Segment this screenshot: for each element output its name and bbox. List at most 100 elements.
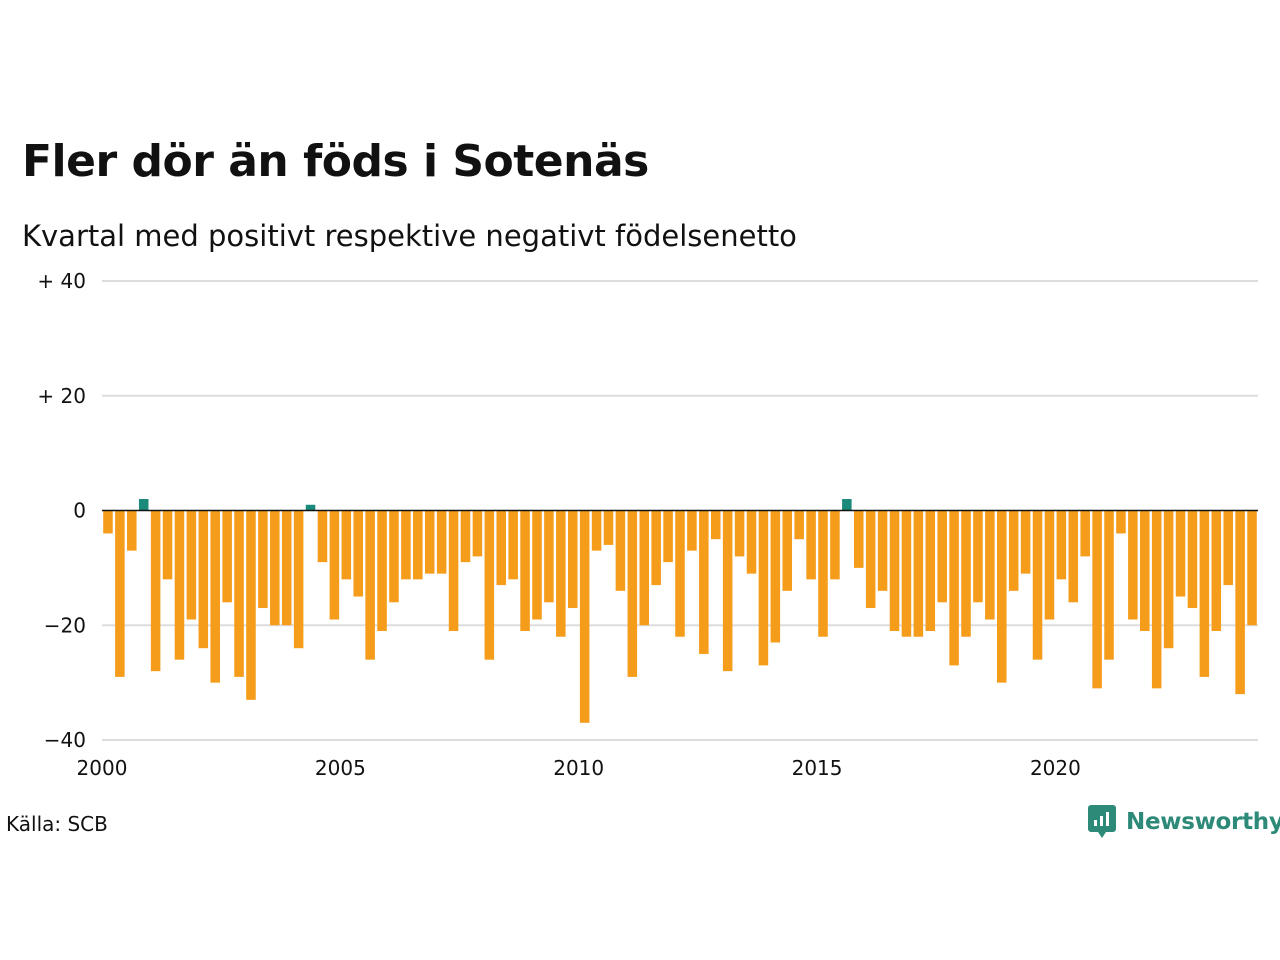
bar bbox=[484, 510, 495, 660]
bar bbox=[329, 510, 340, 620]
bar bbox=[115, 510, 125, 677]
bar bbox=[591, 510, 602, 551]
bar bbox=[770, 510, 781, 643]
brand-name: Newsworthy bbox=[1126, 809, 1280, 835]
bar bbox=[1223, 510, 1233, 586]
bar bbox=[103, 510, 113, 534]
bar bbox=[1175, 510, 1186, 597]
bar bbox=[567, 510, 578, 609]
bar bbox=[639, 510, 650, 626]
chart-subtitle: Kvartal med positivt respektive negativt… bbox=[22, 219, 797, 253]
bar bbox=[734, 510, 745, 557]
bar bbox=[997, 510, 1007, 683]
bar bbox=[222, 510, 232, 603]
bar bbox=[532, 510, 542, 620]
bar bbox=[520, 510, 530, 631]
chart-title: Fler dör än föds i Sotenäs bbox=[22, 136, 649, 187]
bar bbox=[508, 510, 518, 580]
bar bbox=[448, 510, 459, 631]
bar bbox=[496, 510, 506, 586]
bar bbox=[1068, 510, 1079, 603]
bar bbox=[174, 510, 185, 660]
bar bbox=[401, 510, 411, 580]
bar bbox=[246, 510, 256, 700]
x-tick-label: 2005 bbox=[315, 756, 366, 780]
bar bbox=[1211, 510, 1222, 631]
bar bbox=[1008, 510, 1019, 591]
bar bbox=[281, 510, 292, 626]
bar bbox=[973, 510, 983, 603]
bar bbox=[651, 510, 661, 586]
bar bbox=[162, 510, 173, 580]
y-tick-label: −20 bbox=[44, 613, 86, 637]
bar bbox=[901, 510, 912, 637]
bar bbox=[865, 510, 876, 609]
y-tick-label: + 40 bbox=[37, 269, 86, 293]
bar bbox=[1235, 510, 1245, 695]
bar bbox=[913, 510, 924, 637]
bar bbox=[937, 510, 947, 603]
bar bbox=[1104, 510, 1114, 660]
bar bbox=[389, 510, 399, 603]
bar bbox=[782, 510, 793, 591]
bar bbox=[722, 510, 733, 672]
bar bbox=[198, 510, 209, 649]
y-tick-label: −40 bbox=[44, 728, 86, 752]
bar bbox=[985, 510, 995, 620]
bar bbox=[949, 510, 959, 666]
bar bbox=[186, 510, 197, 620]
bar bbox=[413, 510, 423, 580]
bar bbox=[544, 510, 554, 603]
bar bbox=[794, 510, 804, 540]
bar bbox=[1247, 510, 1257, 626]
bar bbox=[138, 499, 149, 511]
bar bbox=[758, 510, 769, 666]
bar bbox=[1163, 510, 1174, 649]
bar bbox=[1080, 510, 1090, 557]
bar bbox=[127, 510, 137, 551]
x-tick-label: 2020 bbox=[1030, 756, 1081, 780]
bar bbox=[436, 510, 447, 574]
bar bbox=[460, 510, 471, 563]
bar bbox=[699, 510, 709, 654]
bar bbox=[210, 510, 220, 683]
bar bbox=[687, 510, 697, 551]
y-tick-label: 0 bbox=[73, 499, 86, 523]
bar bbox=[746, 510, 757, 574]
bar bbox=[293, 510, 304, 649]
bar bbox=[1140, 510, 1150, 631]
bar bbox=[234, 510, 244, 677]
bar bbox=[1116, 510, 1126, 534]
source-label: Källa: SCB bbox=[6, 812, 108, 836]
bars bbox=[103, 499, 1257, 723]
bar bbox=[317, 510, 328, 563]
bar bbox=[889, 510, 900, 631]
bar bbox=[341, 510, 352, 580]
bar bbox=[365, 510, 375, 660]
newsworthy-logo-icon bbox=[1088, 805, 1116, 838]
bar bbox=[603, 510, 614, 545]
bar bbox=[1128, 510, 1138, 620]
bar bbox=[424, 510, 435, 574]
bar bbox=[710, 510, 721, 540]
bar bbox=[305, 504, 316, 511]
y-tick-label: + 20 bbox=[37, 384, 86, 408]
bar bbox=[830, 510, 840, 580]
x-tick-label: 2000 bbox=[77, 756, 128, 780]
x-axis-ticks: 2000 2005 2010 2015 2020 bbox=[77, 756, 1081, 780]
bar bbox=[1020, 510, 1031, 574]
bar bbox=[353, 510, 363, 597]
bar bbox=[1032, 510, 1043, 660]
bar bbox=[1151, 510, 1162, 689]
bar bbox=[1187, 510, 1198, 609]
bar bbox=[258, 510, 268, 609]
bar bbox=[377, 510, 387, 631]
bar bbox=[675, 510, 685, 637]
x-tick-label: 2015 bbox=[792, 756, 843, 780]
bar bbox=[579, 510, 590, 723]
bar bbox=[925, 510, 936, 631]
bar bbox=[615, 510, 626, 591]
bar bbox=[1092, 510, 1102, 689]
bar bbox=[556, 510, 566, 637]
